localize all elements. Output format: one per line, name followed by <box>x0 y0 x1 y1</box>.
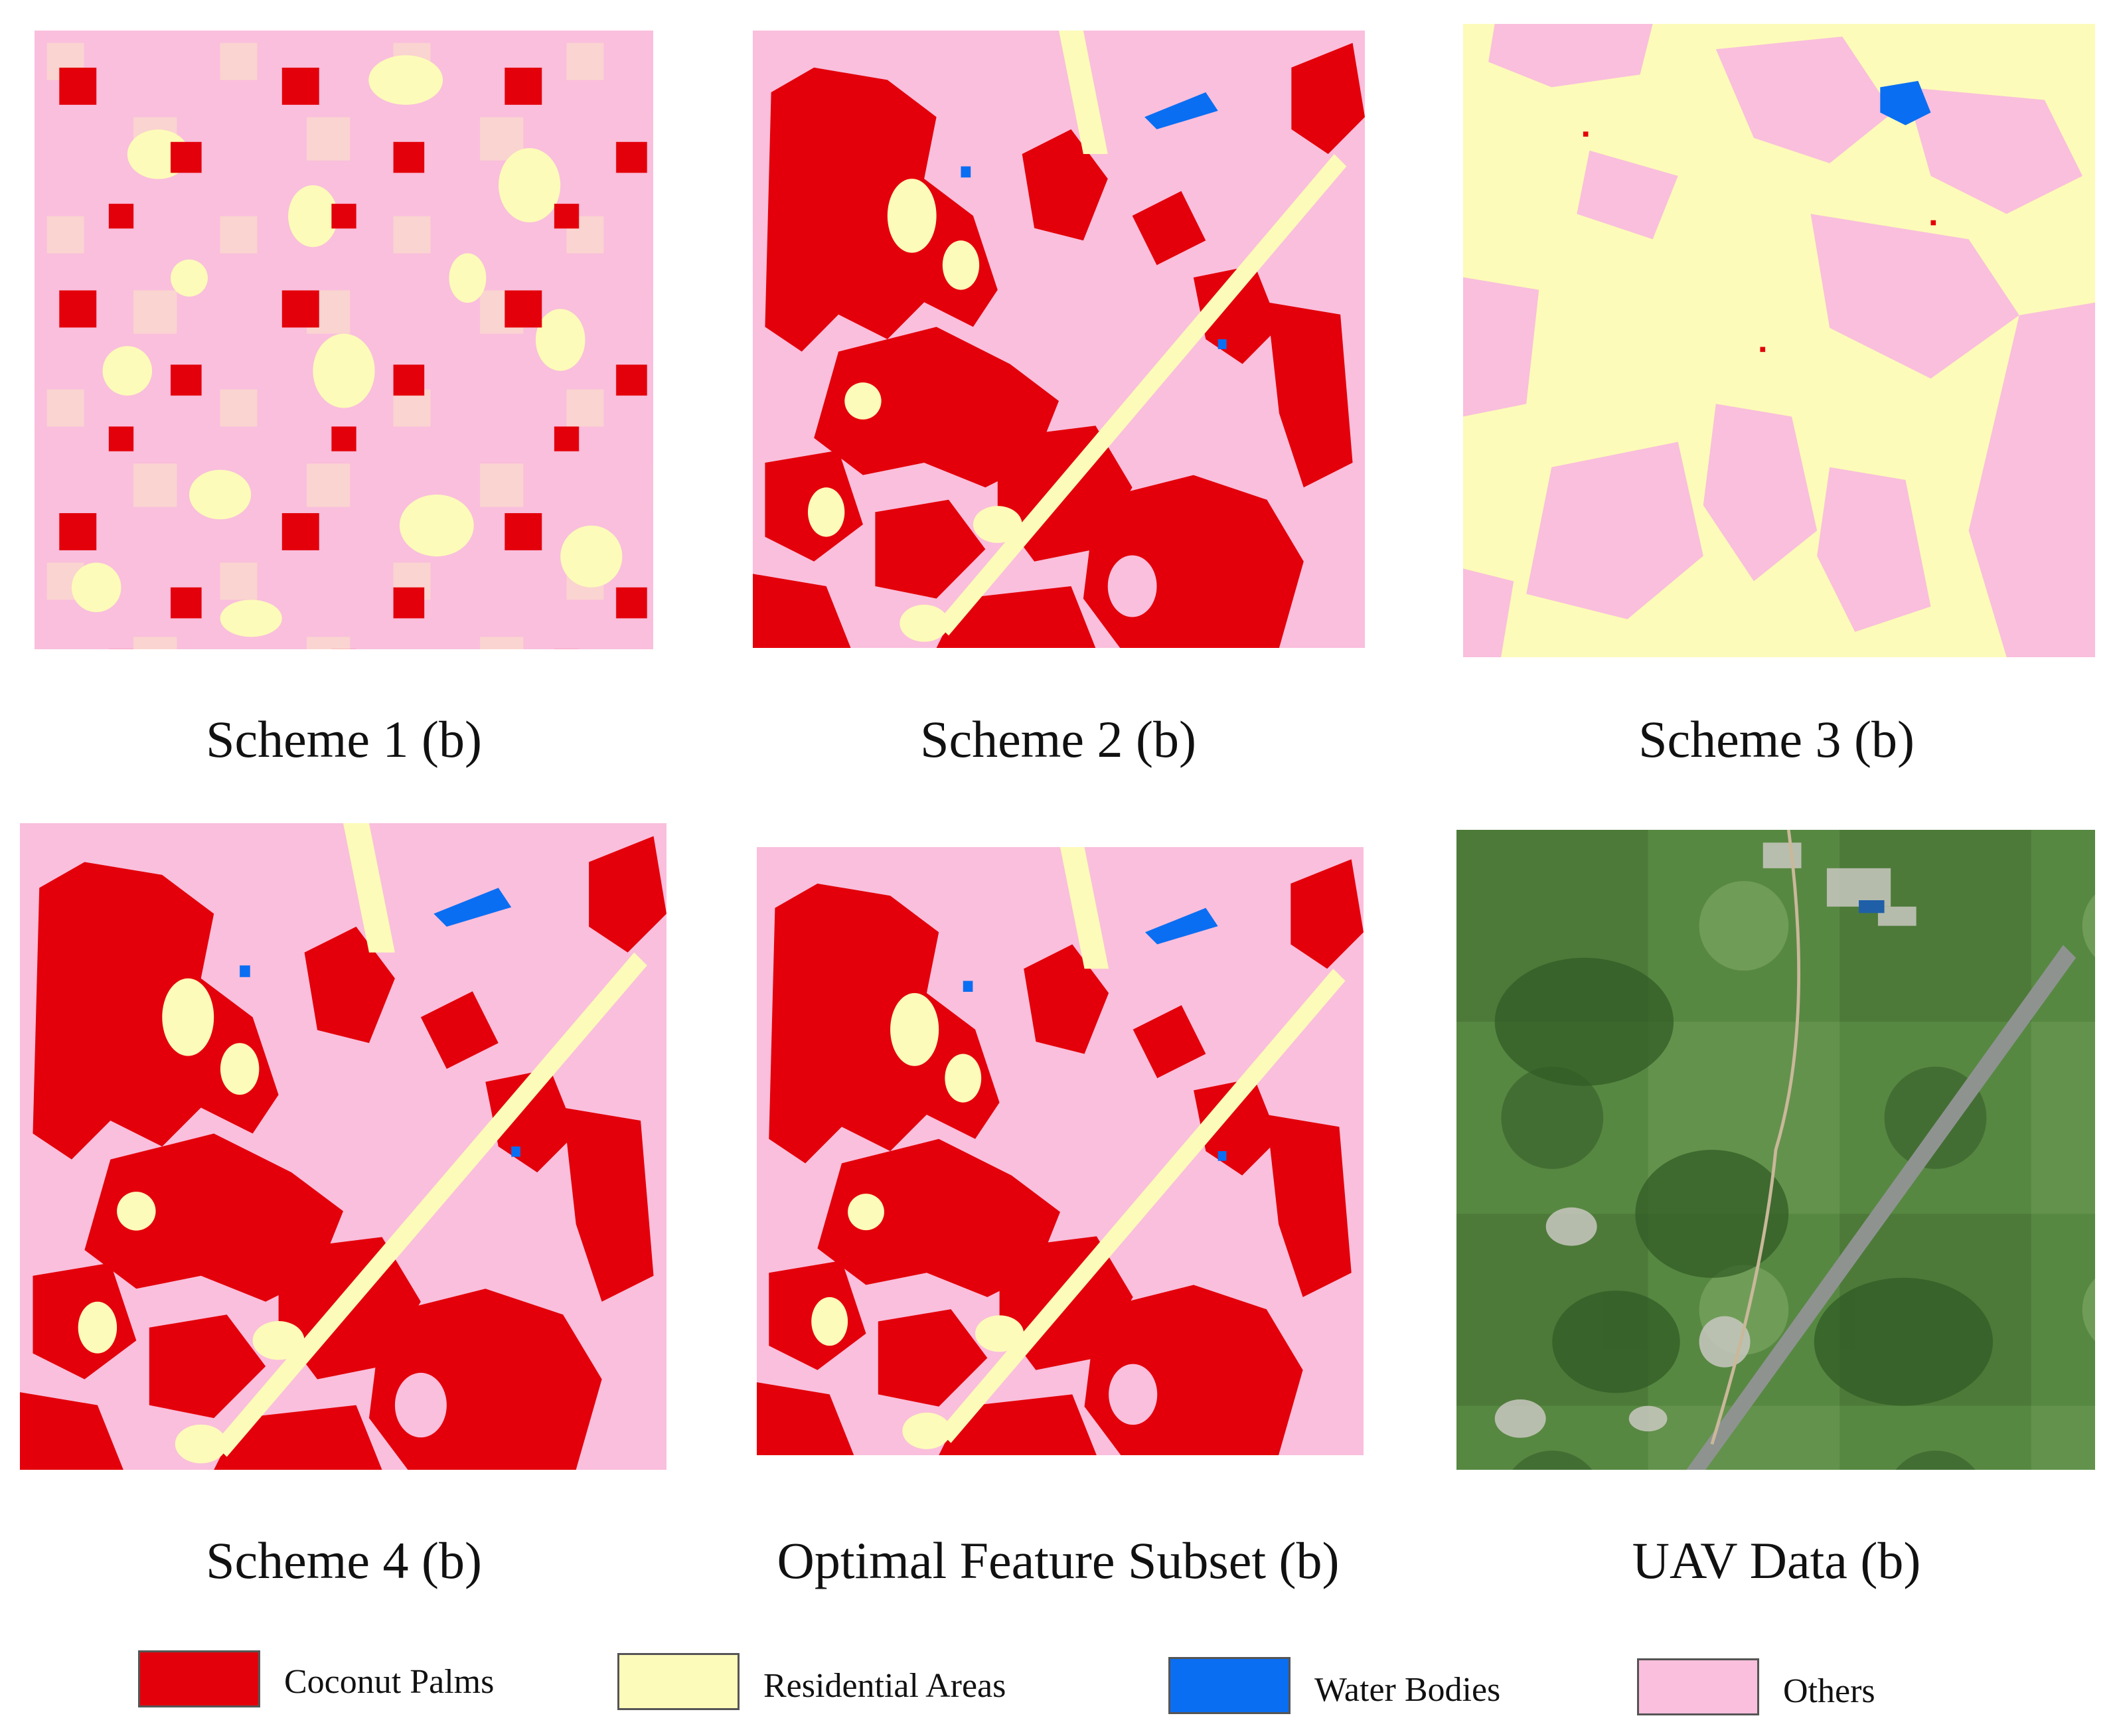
scheme3-classification-image <box>1463 24 2095 657</box>
scheme2-classification-image <box>753 31 1365 648</box>
legend-swatch-residential-areas <box>617 1653 740 1710</box>
caption-scheme4: Scheme 4 (b) <box>206 1532 482 1589</box>
caption-optimal-subset: Optimal Feature Subset (b) <box>777 1532 1340 1589</box>
caption-scheme2: Scheme 2 (b) <box>920 710 1196 768</box>
scheme1-classification-image <box>35 31 653 649</box>
legend-swatch-others <box>1637 1658 1759 1715</box>
legend-label-residential-areas: Residential Areas <box>763 1667 1006 1705</box>
legend-label-others: Others <box>1783 1672 1875 1710</box>
scheme4-classification-image <box>20 823 666 1470</box>
legend-label-coconut-palms: Coconut Palms <box>284 1663 495 1701</box>
uav-image <box>1456 830 2095 1470</box>
legend-label-water-bodies: Water Bodies <box>1314 1671 1501 1709</box>
optimal-subset-classification-image <box>757 847 1364 1455</box>
caption-scheme3: Scheme 3 (b) <box>1638 710 1915 768</box>
scheme4-map <box>20 823 666 1470</box>
optimal-subset-map <box>757 847 1364 1455</box>
scheme1-map <box>35 31 653 649</box>
uav-aerial-photo <box>1456 830 2095 1470</box>
legend-swatch-coconut-palms <box>138 1650 260 1707</box>
scheme3-map <box>1463 24 2095 657</box>
legend-swatch-water-bodies <box>1168 1657 1291 1714</box>
caption-uav-data: UAV Data (b) <box>1632 1532 1921 1589</box>
scheme2-map <box>753 31 1365 648</box>
caption-scheme1: Scheme 1 (b) <box>206 710 482 768</box>
